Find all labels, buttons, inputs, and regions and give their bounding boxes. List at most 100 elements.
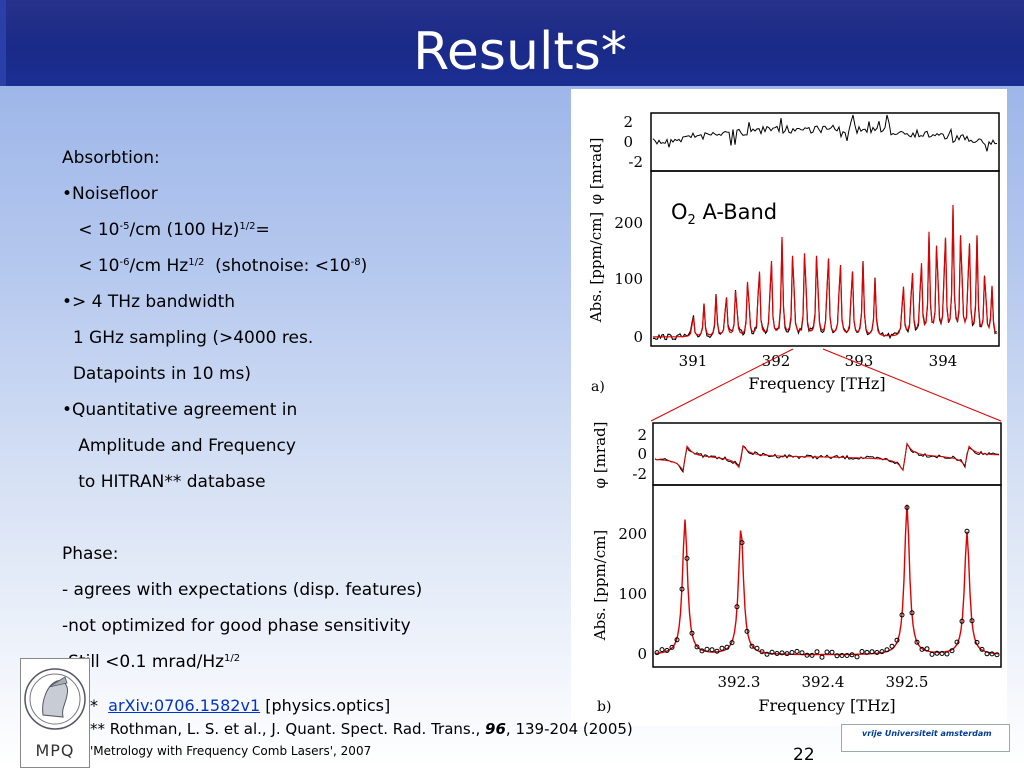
panel-b-abs-tick: 200 bbox=[618, 525, 647, 543]
vu-amsterdam-logo: vrije Universiteit amsterdam bbox=[862, 729, 992, 738]
panel-a-abs-trace bbox=[652, 204, 998, 341]
data-point bbox=[919, 646, 925, 652]
data-point bbox=[654, 650, 660, 656]
panel-a-phase-ylabel: φ [mrad] bbox=[587, 138, 605, 205]
data-point bbox=[774, 651, 780, 656]
panel-b-xlabel: Frequency [THz] bbox=[758, 696, 895, 715]
noisefloor-value-2: < 10-6/cm Hz1/2 (shotnoise: <10-8) bbox=[78, 256, 368, 276]
panel-a-phase-tick: 0 bbox=[623, 133, 633, 151]
bullet-quantitative: •Quantitative agreement in bbox=[62, 400, 298, 420]
panel-b-phase-trace bbox=[654, 442, 1000, 474]
data-point bbox=[749, 643, 755, 649]
data-point bbox=[839, 653, 845, 658]
data-point bbox=[769, 649, 775, 655]
page-number: 22 bbox=[793, 745, 815, 765]
noisefloor-value-1: < 10-5/cm (100 Hz)1/2= bbox=[78, 220, 270, 240]
data-point bbox=[689, 630, 695, 636]
data-point bbox=[844, 653, 850, 658]
data-point bbox=[959, 618, 965, 624]
sampling-line: 1 GHz sampling (>4000 res. bbox=[72, 328, 314, 348]
panel-a-abs-tick: 0 bbox=[633, 328, 643, 346]
data-point bbox=[734, 604, 740, 610]
panel-a-phase-frame bbox=[650, 112, 1000, 172]
zoom-line-right bbox=[822, 348, 1002, 422]
data-point bbox=[994, 652, 1000, 658]
data-point bbox=[779, 650, 785, 656]
data-point bbox=[939, 651, 945, 656]
data-point bbox=[949, 648, 955, 654]
panel-b-phase-tick: 0 bbox=[637, 445, 647, 463]
data-point bbox=[914, 639, 920, 645]
absorbtion-heading: Absorbtion: bbox=[62, 148, 160, 168]
panel-b-x-tick: 392.3 bbox=[718, 673, 761, 691]
data-point bbox=[854, 654, 860, 660]
data-point bbox=[819, 654, 825, 660]
data-point bbox=[974, 639, 980, 645]
footnote-hitran-reference: ** Rothman, L. S. et al., J. Quant. Spec… bbox=[90, 720, 633, 738]
data-point bbox=[934, 650, 940, 656]
data-point bbox=[964, 528, 970, 534]
datapoints-line: Datapoints in 10 ms) bbox=[72, 364, 252, 384]
data-point bbox=[669, 644, 675, 650]
data-point bbox=[739, 540, 745, 546]
data-point bbox=[869, 649, 875, 655]
panel-b-abs-ylabel: Abs. [ppm/cm] bbox=[591, 530, 609, 641]
data-point bbox=[684, 555, 690, 561]
data-point bbox=[979, 646, 985, 652]
panel-a-abs-frame bbox=[650, 170, 1000, 347]
arxiv-link[interactable]: arXiv:0706.1582v1 bbox=[108, 696, 261, 715]
panel-b-abs-frame bbox=[652, 484, 1002, 668]
minerva-emblem-icon bbox=[24, 668, 86, 730]
data-point bbox=[824, 649, 830, 655]
data-point bbox=[904, 505, 910, 510]
vu-amsterdam-logo-panel: vrije Universiteit amsterdam bbox=[841, 724, 1010, 752]
absorption-fit-b bbox=[654, 504, 999, 656]
data-point bbox=[909, 610, 915, 616]
data-point bbox=[814, 649, 820, 655]
data-point bbox=[834, 653, 840, 659]
data-point bbox=[694, 644, 700, 650]
bullet-noisefloor: •Noisefloor bbox=[62, 184, 158, 204]
data-point bbox=[674, 637, 680, 643]
panel-b-label: b) bbox=[597, 699, 611, 715]
data-point bbox=[864, 649, 870, 655]
phase-heading: Phase: bbox=[62, 544, 119, 564]
data-point bbox=[764, 651, 770, 657]
mpq-logo: MPQ bbox=[20, 658, 90, 768]
title-bar bbox=[0, 0, 1024, 86]
data-point bbox=[659, 647, 665, 653]
panel-b-phase-frame bbox=[652, 422, 1002, 486]
data-point bbox=[984, 651, 990, 657]
data-point bbox=[929, 651, 935, 657]
spectrum-plots: φ [mrad] Abs. [ppm/cm] 2 0 -2 200 100 0 … bbox=[587, 112, 1002, 715]
data-point bbox=[924, 646, 930, 652]
mpq-text: MPQ bbox=[35, 741, 75, 760]
data-point bbox=[804, 652, 810, 658]
data-point bbox=[989, 651, 995, 657]
data-point bbox=[789, 650, 795, 655]
panel-a-phase-tick: 2 bbox=[623, 113, 633, 131]
slide-title: Results* bbox=[413, 22, 627, 82]
data-point bbox=[794, 648, 800, 654]
data-point bbox=[699, 648, 705, 654]
phase-line-2: -not optimized for good phase sensitivit… bbox=[62, 616, 411, 636]
data-point bbox=[714, 648, 720, 654]
data-point bbox=[664, 648, 670, 653]
data-point bbox=[894, 637, 900, 643]
bullet-bandwidth: •> 4 THz bandwidth bbox=[62, 292, 236, 312]
hitran-line: to HITRAN** database bbox=[78, 472, 266, 492]
data-point bbox=[944, 651, 950, 657]
panel-b-phase-tick: -2 bbox=[632, 465, 647, 483]
data-point bbox=[849, 652, 855, 658]
data-point bbox=[759, 649, 765, 655]
panel-a-abs-tick: 100 bbox=[614, 270, 643, 288]
data-point bbox=[704, 646, 710, 652]
panel-b-phase-ylabel: φ [mrad] bbox=[591, 422, 609, 489]
data-point bbox=[874, 650, 880, 655]
footnote-arxiv: * arXiv:0706.1582v1 [physics.optics] bbox=[90, 696, 391, 715]
panel-a-phase-trace bbox=[652, 114, 998, 152]
data-point bbox=[859, 649, 865, 654]
data-point bbox=[724, 644, 730, 650]
data-point bbox=[729, 640, 735, 646]
data-point bbox=[899, 612, 905, 618]
